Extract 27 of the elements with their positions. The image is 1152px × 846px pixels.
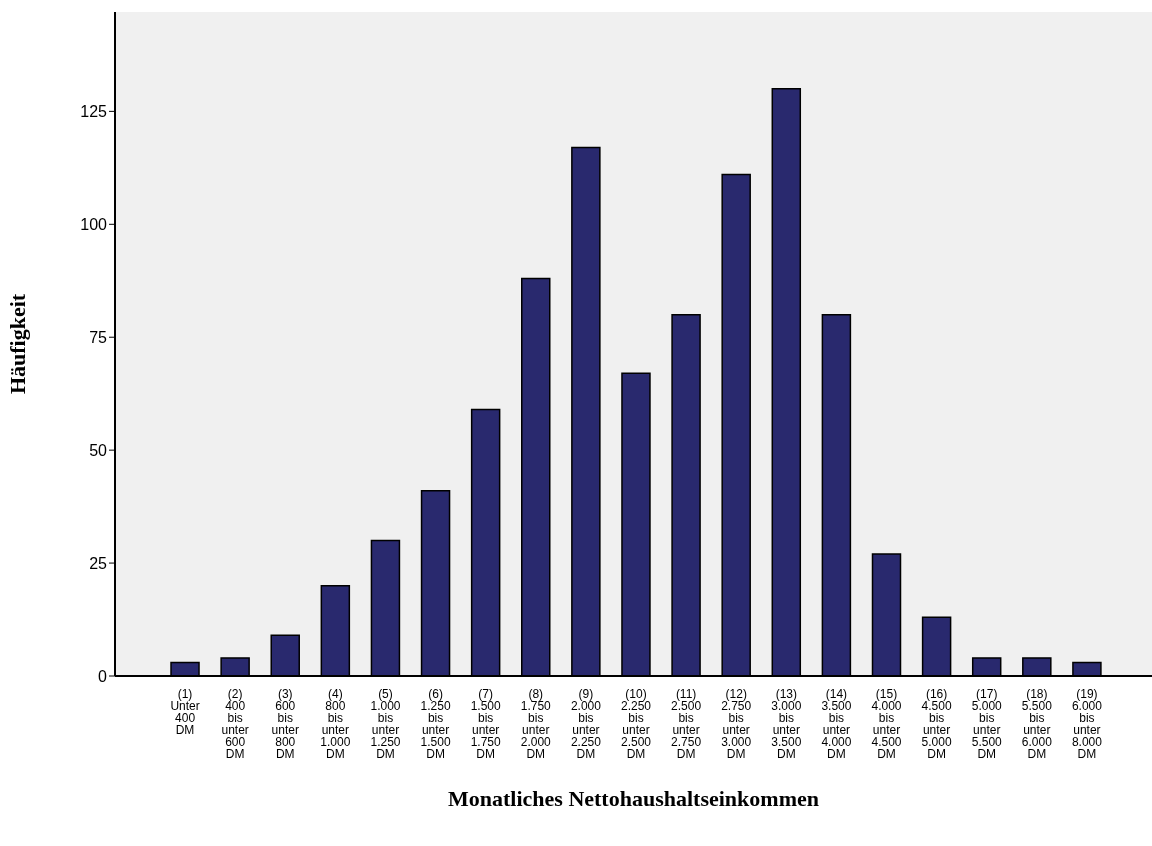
x-tick-label: (8) 1.750 bis unter 2.000 DM [520,687,552,761]
x-axis-title: Monatliches Nettohaushaltseinkommen [448,786,819,811]
x-tick-label: (16) 4.500 bis unter 5.000 DM [921,687,952,761]
x-tick-label: (17) 5.000 bis unter 5.500 DM [971,687,1003,761]
y-tick-label: 125 [80,103,108,121]
x-tick-label: (19) 6.000 bis unter 8.000 DM [1071,687,1103,761]
x-tick-label: (1) Unter 400 DM [170,687,200,737]
y-tick-label: 0 [98,667,108,685]
x-tick-label: (13) 3.000 bis unter 3.500 DM [771,687,802,761]
x-tick-label: (9) 2.000 bis unter 2.250 DM [570,687,602,761]
x-tick-label: (10) 2.250 bis unter 2.500 DM [620,687,652,761]
y-tick-label: 100 [80,215,108,233]
x-tick-label: (6) 1.250 bis unter 1.500 DM [420,687,451,761]
y-tick-label: 75 [89,328,108,346]
x-tick-label: (4) 800 bis unter 1.000 DM [320,687,351,761]
y-axis-title: Häufigkeit [4,293,30,395]
x-tick-label: (3) 600 bis unter 800 DM [271,687,299,761]
x-tick-label: (5) 1.000 bis unter 1.250 DM [370,687,401,761]
x-tick-label: (11) 2.500 bis unter 2.750 DM [671,687,702,761]
x-tick-label: (18) 5.500 bis unter 6.000 DM [1021,687,1053,761]
y-tick-label: 25 [89,554,108,572]
x-tick-label: (15) 4.000 bis unter 4.500 DM [871,687,902,761]
x-tick-label: (2) 400 bis unter 600 DM [221,687,249,761]
y-tick-label: 50 [89,441,108,459]
x-tick-label: (7) 1.500 bis unter 1.750 DM [470,687,502,761]
x-tick-label: (12) 2.750 bis unter 3.000 DM [721,687,752,761]
x-tick-label: (14) 3.500 bis unter 4.000 DM [821,687,852,761]
